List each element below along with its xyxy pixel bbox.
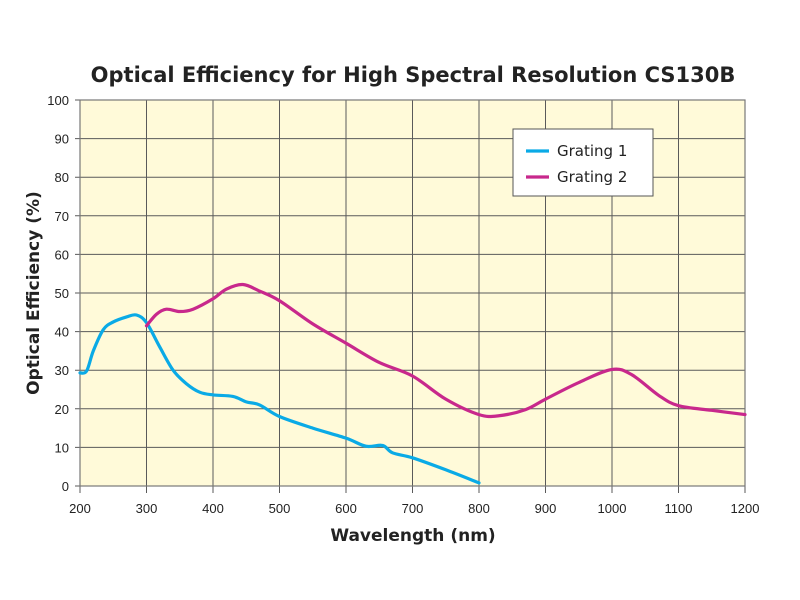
y-tick-label: 80: [55, 170, 69, 185]
legend-box: [512, 128, 654, 197]
chart-title: Optical Efficiency for High Spectral Res…: [91, 63, 736, 87]
x-tick-label: 500: [269, 501, 291, 516]
y-tick-label: 50: [55, 286, 69, 301]
legend-label-1: Grating 1: [557, 142, 627, 160]
y-tick-label: 60: [55, 247, 69, 262]
x-axis-label: Wavelength (nm): [330, 526, 495, 546]
gridlines: [75, 99, 746, 493]
x-tick-label: 800: [468, 501, 490, 516]
y-tick-label: 30: [55, 363, 69, 378]
y-tick-label: 0: [62, 479, 69, 494]
x-tick-label: 600: [335, 501, 357, 516]
x-axis-ticks: 200 300 400 500 600 700 800 900 1000 1100 1200: [69, 501, 759, 516]
x-tick-label: 1000: [598, 501, 627, 516]
x-tick-label: 400: [202, 501, 224, 516]
y-axis-label: Optical Efficiency (%): [24, 191, 44, 395]
y-tick-label: 70: [55, 209, 69, 224]
series-lines: [78, 282, 747, 485]
x-tick-label: 1100: [665, 501, 693, 516]
y-tick-label: 90: [55, 132, 69, 147]
y-tick-label: 100: [47, 93, 69, 108]
series-line-2: [144, 282, 747, 419]
y-tick-label: 40: [55, 325, 69, 340]
y-tick-label: 10: [55, 440, 69, 455]
x-tick-label: 1200: [731, 501, 760, 516]
x-tick-label: 900: [535, 501, 557, 516]
plot-border: [79, 99, 746, 487]
x-tick-label: 200: [69, 501, 91, 516]
series-line-1: [78, 313, 481, 485]
legend: Grating 1 Grating 2: [512, 128, 654, 197]
x-tick-label: 700: [402, 501, 424, 516]
y-axis-ticks: 0 10 20 30 40 50 60 70 80 90 100: [47, 93, 69, 494]
x-tick-label: 300: [136, 501, 158, 516]
legend-label-2: Grating 2: [557, 168, 627, 186]
y-tick-label: 20: [55, 402, 69, 417]
